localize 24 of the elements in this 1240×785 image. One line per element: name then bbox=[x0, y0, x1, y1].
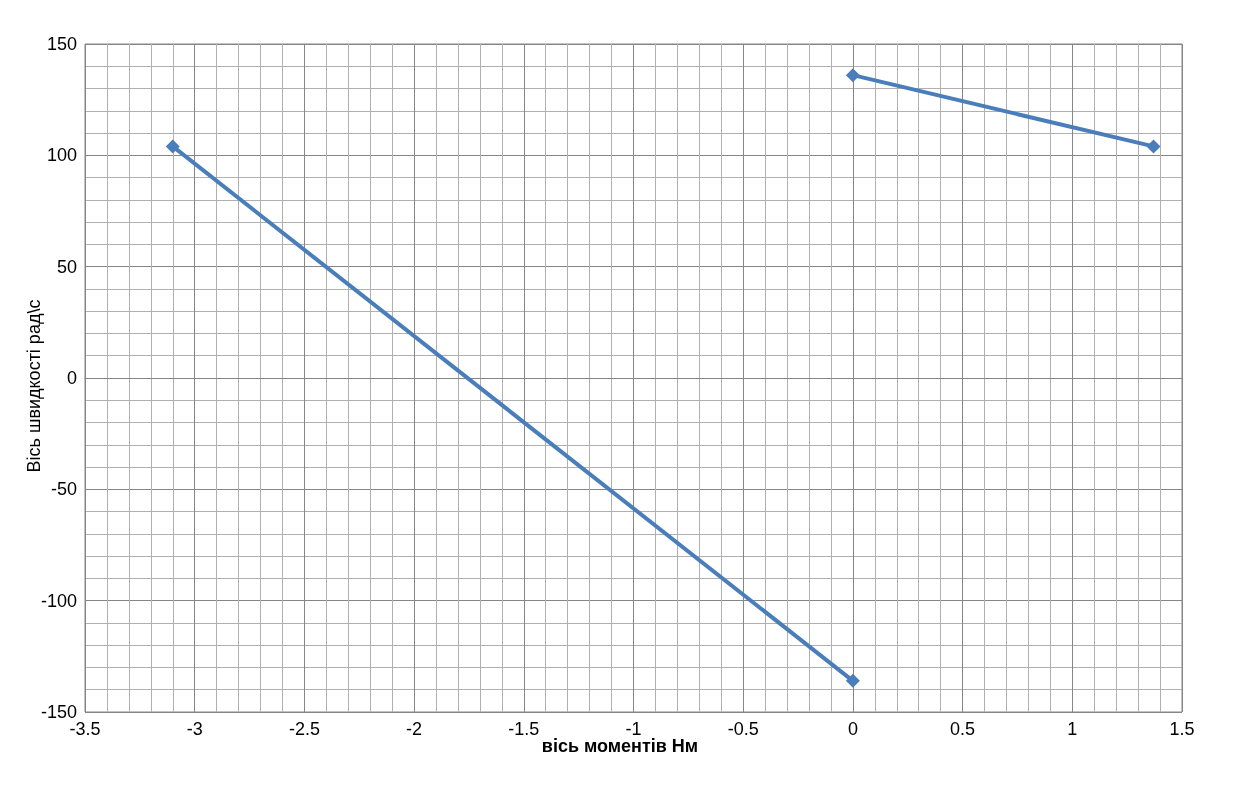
x-tick-label: -0.5 bbox=[727, 719, 759, 739]
point bbox=[845, 673, 860, 688]
x-tick-label: -2.5 bbox=[288, 719, 320, 739]
y-tick-label: 150 bbox=[46, 34, 77, 54]
x-tick-label: 0 bbox=[847, 719, 858, 739]
x-tick-label: -3 bbox=[186, 719, 203, 739]
y-tick-label: -100 bbox=[40, 590, 77, 611]
x-tick-label: -3.5 bbox=[69, 719, 101, 739]
point bbox=[845, 68, 860, 83]
x-tick-label: -1.5 bbox=[508, 719, 540, 739]
x-tick-label: 1 bbox=[1067, 719, 1078, 739]
x-tick-label: -2 bbox=[406, 719, 423, 739]
y-tick-label: -50 bbox=[50, 479, 77, 500]
y-tick-label: 50 bbox=[56, 256, 77, 277]
y-axis-title: Вісь швидкості рад\с bbox=[24, 299, 44, 473]
x-tick-label: 1.5 bbox=[1169, 719, 1195, 739]
y-tick-label: -150 bbox=[40, 702, 77, 722]
point bbox=[165, 139, 180, 154]
y-tick-label: 0 bbox=[66, 368, 77, 388]
x-tick-label: -1 bbox=[625, 719, 642, 739]
x-axis-title: вісь моментів Нм bbox=[541, 736, 699, 756]
point bbox=[1146, 139, 1161, 154]
x-tick-label: 0.5 bbox=[950, 719, 976, 739]
y-tick-label: 100 bbox=[46, 145, 77, 166]
